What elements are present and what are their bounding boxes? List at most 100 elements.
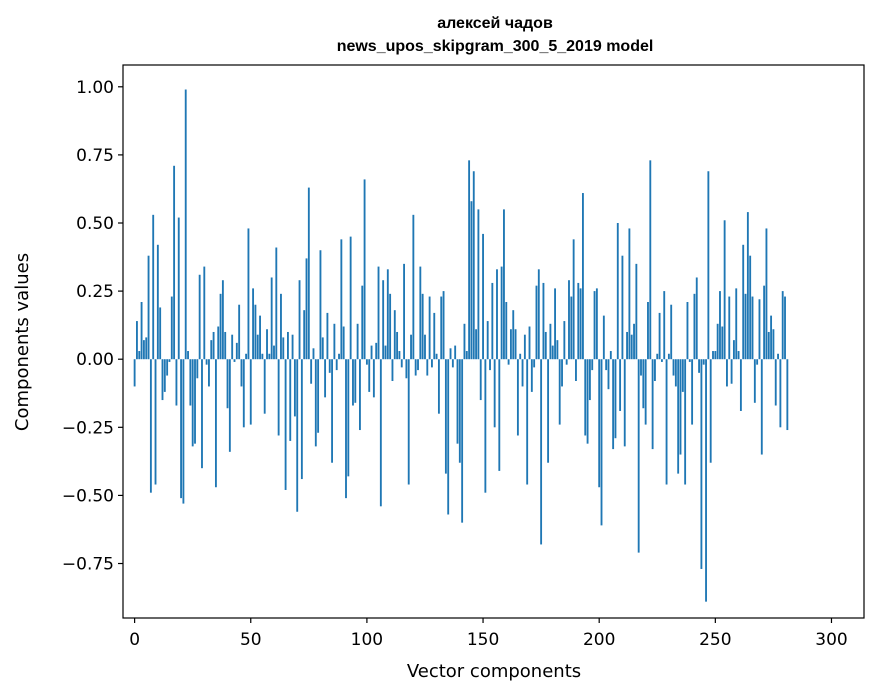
bar [677,359,680,474]
bar [535,285,538,360]
bar [231,334,234,360]
bar [175,359,178,406]
bar [530,359,533,392]
bar [544,331,547,360]
bar [386,269,389,360]
y-tick-label: −0.50 [62,486,114,506]
bar [338,353,340,360]
bar [149,359,152,493]
bar [345,359,347,499]
bar [458,359,461,463]
bar [214,359,217,488]
bar [672,359,675,376]
bar [433,312,436,360]
bar [184,89,187,360]
bar [196,359,199,379]
bar [637,359,640,553]
bar [767,331,770,360]
bar [716,323,719,360]
bar [156,244,159,360]
bar [384,345,387,360]
bar [605,359,608,371]
bar [421,293,424,360]
bar [663,291,666,360]
bar [342,326,345,360]
bar [561,359,563,387]
bar [496,269,498,360]
bar [681,359,684,392]
bar [138,351,141,360]
bar [684,359,687,485]
bar [273,345,275,360]
bar [293,359,296,417]
bar [554,288,556,360]
bar [310,359,313,384]
bar [312,348,315,360]
bar [730,359,733,384]
bar [173,165,176,360]
bar [779,359,782,428]
bar [781,291,784,360]
bar [744,293,747,360]
y-tick-label: −0.75 [62,555,114,575]
bar [461,359,464,523]
bar [398,351,401,360]
bar [400,359,403,368]
x-tick-label: 250 [699,630,731,650]
bar [526,359,529,485]
bar [714,351,717,360]
bar [654,359,656,381]
bar [166,359,169,376]
bar [686,302,689,360]
bar [572,239,575,360]
bar [191,359,194,447]
bar [463,323,466,360]
bar [695,277,698,360]
bar [170,296,173,360]
bar [349,236,352,360]
bar [221,280,224,360]
bar [219,293,222,360]
bar [298,280,301,360]
bar [719,291,721,360]
bar [616,223,619,360]
bar [556,340,559,360]
bar [786,359,789,431]
bar [449,348,452,360]
bar [507,359,510,365]
bar [728,296,731,360]
bar [152,214,155,360]
bar [210,340,213,360]
bar [500,266,503,360]
bar [472,171,475,360]
bar [136,321,138,360]
bar [486,321,489,360]
bar [626,331,628,360]
bar [551,345,554,360]
bar [698,359,701,373]
bar [198,274,201,360]
bar [537,269,540,360]
bar [575,359,577,381]
bar [640,359,642,376]
bar [284,359,287,490]
bar [721,326,724,360]
bar [777,353,779,360]
bar [177,217,180,360]
bar [424,334,426,360]
bar [523,334,526,360]
bar [356,323,359,360]
bar [226,359,229,409]
bar [712,351,714,360]
bar [379,359,382,507]
bar [670,304,673,360]
bar [709,359,712,463]
bar [547,359,550,463]
bar [377,266,380,360]
bar [619,359,622,411]
bar [147,255,150,360]
bar [528,326,531,360]
bar [751,296,754,360]
bar [414,359,417,376]
bar [470,201,473,360]
